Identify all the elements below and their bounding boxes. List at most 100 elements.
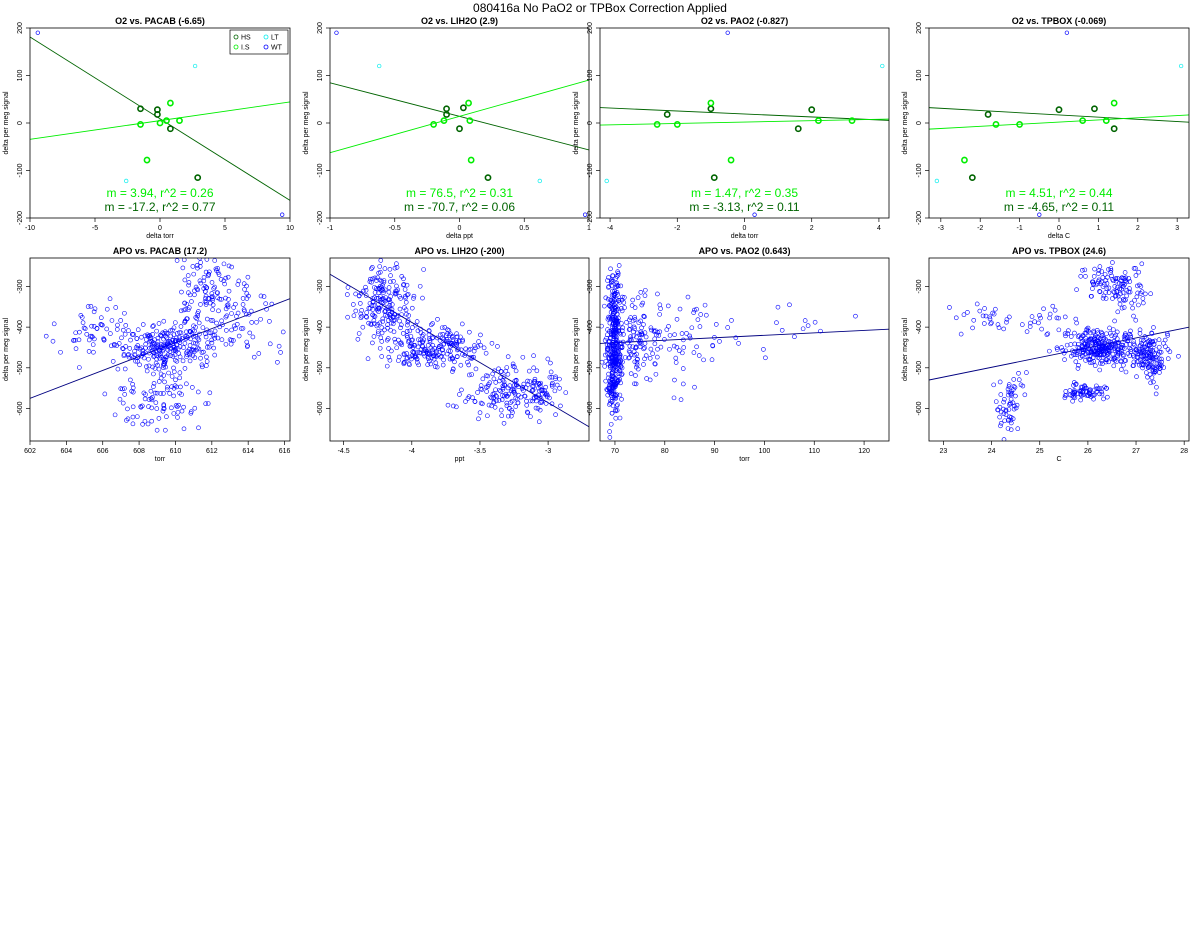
y-tick-label: -500 bbox=[916, 361, 923, 375]
data-point bbox=[435, 316, 440, 322]
data-point bbox=[638, 329, 644, 335]
data-point bbox=[610, 403, 616, 409]
data-point bbox=[800, 326, 806, 332]
data-point bbox=[379, 339, 385, 344]
x-tick-label: 2 bbox=[1136, 225, 1140, 232]
data-point bbox=[611, 317, 617, 322]
data-point bbox=[225, 274, 231, 280]
data-point bbox=[672, 332, 677, 337]
data-point bbox=[207, 390, 213, 396]
data-point bbox=[1107, 330, 1113, 336]
data-point bbox=[1167, 349, 1173, 355]
data-point bbox=[1156, 337, 1162, 343]
data-point bbox=[150, 395, 155, 400]
data-point bbox=[258, 293, 264, 299]
data-point bbox=[607, 435, 613, 440]
data-point bbox=[639, 325, 644, 331]
data-point bbox=[1085, 342, 1091, 348]
data-point bbox=[1094, 383, 1099, 389]
data-point bbox=[511, 388, 517, 393]
data-point bbox=[542, 391, 548, 396]
data-point bbox=[642, 356, 647, 362]
data-point bbox=[374, 295, 380, 301]
data-point bbox=[1004, 319, 1009, 325]
data-point bbox=[1110, 296, 1115, 301]
data-point bbox=[622, 295, 627, 300]
data-point bbox=[1103, 359, 1109, 365]
data-point bbox=[175, 415, 180, 420]
data-point bbox=[787, 302, 792, 308]
data-point bbox=[606, 275, 611, 280]
data-point bbox=[554, 382, 560, 388]
data-point bbox=[370, 299, 376, 304]
data-point bbox=[154, 328, 159, 334]
data-point bbox=[466, 372, 472, 378]
data-point bbox=[607, 363, 613, 369]
data-point bbox=[147, 333, 153, 338]
data-point bbox=[1005, 426, 1011, 431]
data-point bbox=[1146, 350, 1151, 356]
data-point bbox=[186, 282, 191, 288]
data-point bbox=[637, 340, 643, 345]
data-point bbox=[1083, 338, 1089, 344]
data-point bbox=[1085, 343, 1090, 349]
data-point bbox=[613, 340, 618, 346]
data-point bbox=[171, 369, 177, 375]
data-point bbox=[380, 319, 386, 324]
data-point bbox=[186, 305, 192, 310]
y-tick-label: -400 bbox=[317, 320, 324, 334]
point-is bbox=[1079, 117, 1087, 125]
data-point bbox=[372, 290, 378, 295]
data-point bbox=[154, 406, 160, 411]
data-point bbox=[608, 365, 613, 370]
plot-area bbox=[929, 30, 1189, 217]
data-point bbox=[221, 261, 227, 267]
data-point bbox=[549, 374, 555, 380]
data-point bbox=[470, 395, 475, 400]
data-point bbox=[602, 352, 608, 358]
data-point bbox=[425, 342, 431, 348]
data-point bbox=[130, 389, 136, 395]
data-point bbox=[412, 343, 418, 348]
plot-area bbox=[330, 258, 589, 428]
data-point bbox=[236, 278, 242, 284]
data-point bbox=[1100, 275, 1106, 280]
data-point bbox=[172, 352, 178, 358]
point-lt bbox=[1178, 63, 1184, 69]
data-point bbox=[184, 302, 190, 307]
data-point bbox=[406, 338, 412, 344]
x-tick-label: 10 bbox=[286, 225, 294, 232]
data-point bbox=[205, 401, 211, 406]
data-point bbox=[609, 378, 615, 384]
point-is bbox=[992, 121, 1000, 128]
data-point bbox=[172, 383, 178, 389]
data-point bbox=[421, 267, 426, 272]
point-is bbox=[1016, 121, 1024, 128]
data-point bbox=[1153, 356, 1158, 361]
data-point bbox=[610, 395, 615, 401]
data-point bbox=[476, 416, 481, 422]
data-point bbox=[647, 355, 653, 361]
x-tick-label: 616 bbox=[279, 448, 291, 455]
data-point bbox=[1102, 282, 1107, 287]
data-point bbox=[425, 351, 430, 356]
data-point bbox=[182, 318, 188, 324]
data-point bbox=[196, 425, 201, 431]
point-wt bbox=[1037, 212, 1042, 217]
data-point bbox=[606, 339, 612, 344]
data-point bbox=[603, 295, 609, 301]
data-point bbox=[144, 364, 149, 369]
data-point bbox=[628, 315, 633, 320]
data-point bbox=[140, 421, 145, 427]
data-point bbox=[1009, 389, 1014, 394]
data-point bbox=[549, 382, 555, 388]
data-point bbox=[641, 346, 646, 352]
point-hs bbox=[443, 111, 450, 118]
data-point bbox=[642, 345, 647, 351]
data-point bbox=[206, 344, 212, 350]
data-point bbox=[616, 366, 622, 371]
data-point bbox=[146, 350, 152, 356]
data-point bbox=[991, 382, 996, 388]
data-point bbox=[616, 263, 622, 268]
data-point bbox=[94, 325, 100, 331]
